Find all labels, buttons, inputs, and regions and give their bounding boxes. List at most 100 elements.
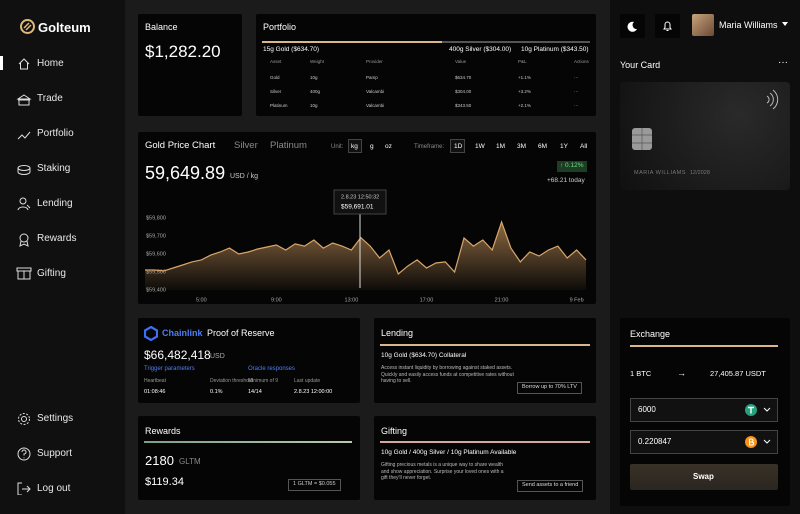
stat-label: Minimum of 9 [248,378,279,384]
nav-item[interactable]: Rewards [37,233,77,244]
table-cell: 10g [310,103,318,108]
nav-item[interactable]: Support [37,448,73,459]
usdt-select[interactable] [744,403,774,417]
timeframe[interactable]: 3M [517,143,527,150]
table-cell[interactable]: ··· [574,75,579,80]
gift-button[interactable]: Send assets to a friend [517,480,584,492]
user-caret [782,22,788,26]
table-cell: Gold [270,75,280,80]
nav-item[interactable]: Home [37,58,64,69]
notifications-button[interactable] [655,14,680,38]
right-panel: Maria Williams Your Card ··· MARIA WILLI… [610,0,800,514]
timeframe[interactable]: 1W [475,143,485,150]
bank-card: MARIA WILLIAMS 12/2028 [620,82,790,190]
gifting-card: Gifting 10g Gold / 400g Silver / 10g Pla… [374,416,596,500]
table-cell[interactable]: ··· [574,103,579,108]
y-tick-label: $59,400 [146,287,166,293]
timeframe[interactable]: 1D [454,143,463,150]
table-cell[interactable]: ··· [574,89,579,94]
price-chart: $59,400$59,500$59,600$59,700$59,8005:009… [145,189,587,303]
table-cell: +3.2% [518,89,531,94]
unit[interactable]: kg [351,143,358,150]
table-cell: Pamp [366,75,378,80]
timeframe[interactable]: 1Y [560,143,568,150]
chainlink-brand: Chainlink [162,328,203,338]
user-name[interactable]: Maria Williams [719,20,778,30]
timeframe[interactable]: 6M [538,143,548,150]
active-indicator [0,56,3,70]
table-cell: Valcambi [366,103,385,108]
stat-value: 01:08:46 [144,389,166,395]
gifting-line [380,441,590,443]
gifting-available: 10g Gold / 400g Silver / 10g Platinum Av… [381,449,517,456]
table-cell: Silver [270,89,282,94]
chart-title: Gold Price Chart [145,140,216,151]
link[interactable]: Oracle responses [248,366,296,372]
stat-value: 14/14 [248,389,262,395]
lending-text: Access instant liquidity by borrowing ag… [381,365,514,384]
tab[interactable]: Platinum [270,140,307,151]
table-cell: Platinum [270,103,288,108]
rewards-usd: $119.34 [145,476,184,488]
exchange-from: 1 BTC [630,369,652,378]
summary-item: 10g Platinum ($343.50) [521,46,589,53]
x-tick-label: 9:00 [271,297,282,303]
table-cell: 400g [310,89,321,94]
nav-item[interactable]: Trade [37,93,63,104]
change-today: +68.21 today [547,177,585,184]
chainlink-card: Chainlink Proof of Reserve $66,482,418 U… [138,318,360,403]
x-tick-label: 5:00 [196,297,207,303]
swap-button[interactable] [630,464,778,490]
nav-item[interactable]: Log out [37,483,71,494]
price: 59,649.89 [145,163,226,183]
y-tick-label: $59,800 [146,215,166,221]
x-tick-label: 17:00 [420,297,434,303]
price-unit: USD / kg [230,173,259,180]
price-line [145,220,587,275]
card-title: Your Card [620,60,661,70]
change-badge: ↑ 0.12% [557,161,587,172]
timeframe[interactable]: All [580,143,588,150]
balance-title: Balance [145,22,178,32]
borrow-button[interactable]: Borrow up to 70% LTV [517,382,582,394]
portfolio-title: Portfolio [263,22,297,32]
table-header: Provider [366,59,383,64]
card-menu[interactable]: ··· [778,57,788,68]
timeframe[interactable]: 1M [496,143,506,150]
btc-select[interactable] [744,435,774,449]
nav-item[interactable]: Settings [37,413,74,424]
summary-item: 15g Gold ($634.70) [263,46,320,53]
table-cell: +2.1% [518,103,531,108]
exchange-to: 27,405.87 USDT [710,369,766,378]
input-value[interactable]: 6000 [638,405,656,414]
unit[interactable]: g [370,143,374,150]
brand: Golteum [38,20,91,35]
card-expiry: 12/2028 [690,170,710,176]
table-header: P&L [518,59,527,64]
unit[interactable]: oz [385,143,392,150]
swap-label[interactable]: Swap [693,472,714,481]
table-header: Weight [310,59,324,64]
timeframe-selected [450,139,465,153]
link[interactable]: Trigger parameters [144,366,195,372]
exchange-title: Exchange [630,329,671,339]
table-cell: $634.70 [455,75,472,80]
nav-item[interactable]: Lending [37,198,73,209]
rewards-card: Rewards 2180 GLTM $119.34 1 GLTM = $0.05… [138,416,360,500]
reserve-amount: $66,482,418 [144,348,211,362]
chainlink-title: Proof of Reserve [207,328,275,338]
nav-item[interactable]: Portfolio [37,128,74,139]
lending-line [380,344,590,346]
rewards-amount: 2180 [145,453,174,468]
theme-button[interactable] [620,14,645,38]
input-value[interactable]: 0.220847 [638,437,672,446]
avatar[interactable] [692,14,714,36]
nav-item[interactable]: Staking [37,163,71,174]
tab[interactable]: Silver [234,140,258,151]
chart-card: Gold Price Chart Silver Platinum Unit: k… [138,132,596,304]
price-area [145,222,586,290]
table-cell: +1.1% [518,75,531,80]
nav-item[interactable]: Gifting [37,268,66,279]
table-cell: Valcambi [366,89,385,94]
